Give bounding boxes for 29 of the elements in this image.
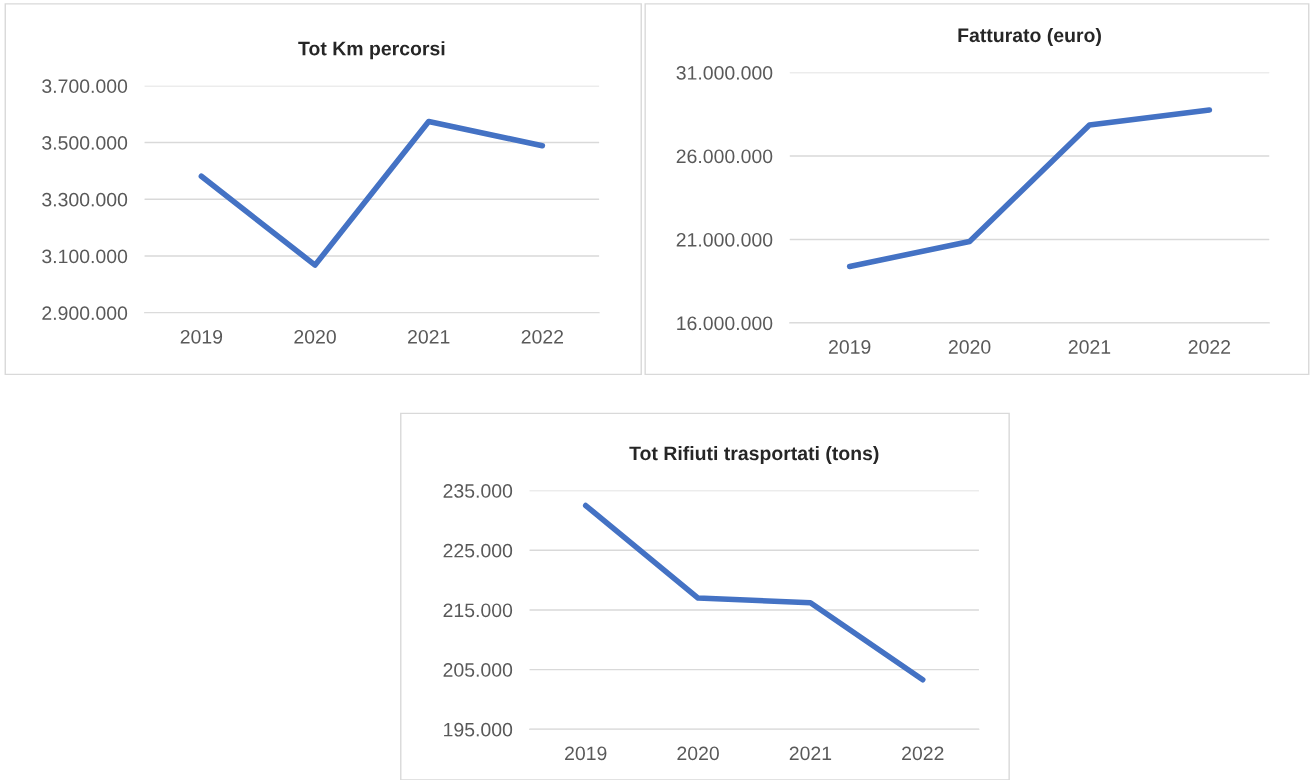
y-tick-label: 3.100.000 [42, 249, 128, 264]
x-tick-label: 2019 [565, 746, 607, 761]
y-tick-label: 205.000 [443, 663, 513, 677]
y-tick-label: 3.700.000 [42, 79, 128, 94]
y-tick-label: 2.900.000 [42, 306, 128, 321]
x-tick-label: 2022 [521, 329, 564, 344]
y-tick-label: 16.000.000 [677, 316, 773, 331]
x-tick-label: 2020 [948, 340, 991, 354]
y-tick-label: 215.000 [443, 603, 513, 618]
x-tick-label: 2019 [180, 329, 223, 344]
y-tick-label: 225.000 [443, 543, 513, 558]
x-tick-label: 2021 [1068, 340, 1111, 354]
y-tick-label: 3.300.000 [42, 192, 128, 207]
chart-title: Tot Km percorsi [298, 41, 445, 60]
x-tick-label: 2019 [829, 340, 871, 354]
x-tick-label: 2022 [902, 746, 944, 761]
x-tick-label: 2022 [1188, 340, 1231, 354]
chart-title: Fatturato (euro) [958, 27, 1101, 47]
y-tick-label: 26.000.000 [676, 149, 773, 164]
x-tick-label: 2020 [294, 329, 336, 344]
x-tick-label: 2021 [789, 746, 832, 761]
x-tick-label: 2020 [677, 746, 719, 761]
y-tick-label: 21.000.000 [676, 232, 773, 247]
y-tick-label: 195.000 [444, 722, 513, 737]
chart-title: Tot Rifiuti trasportati (tons) [629, 445, 879, 465]
y-tick-label: 235.000 [443, 484, 513, 498]
y-tick-label: 31.000.000 [676, 66, 773, 80]
y-tick-label: 3.500.000 [42, 136, 128, 150]
x-tick-label: 2021 [408, 329, 450, 344]
